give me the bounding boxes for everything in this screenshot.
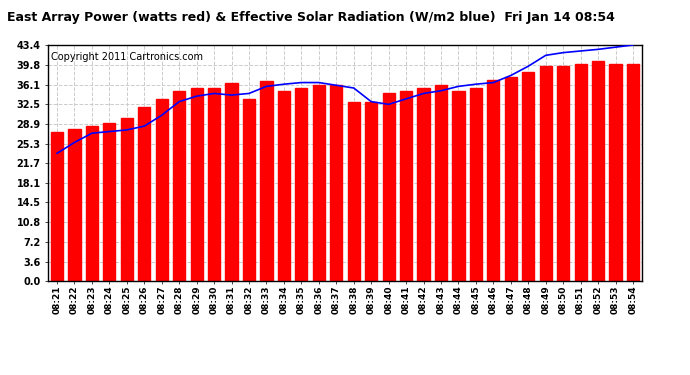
Bar — [400, 91, 412, 281]
Bar — [226, 82, 237, 281]
Bar — [243, 99, 255, 281]
Bar — [348, 102, 360, 281]
Bar — [331, 85, 342, 281]
Bar — [627, 63, 639, 281]
Bar — [313, 85, 325, 281]
Bar — [557, 66, 569, 281]
Bar — [453, 91, 464, 281]
Bar — [592, 61, 604, 281]
Bar — [487, 80, 500, 281]
Bar — [86, 126, 98, 281]
Bar — [260, 81, 273, 281]
Bar — [295, 88, 308, 281]
Bar — [278, 91, 290, 281]
Bar — [208, 88, 220, 281]
Bar — [365, 102, 377, 281]
Text: Copyright 2011 Cartronics.com: Copyright 2011 Cartronics.com — [51, 52, 204, 62]
Bar — [104, 123, 115, 281]
Bar — [173, 91, 186, 281]
Bar — [575, 63, 586, 281]
Bar — [504, 77, 517, 281]
Bar — [417, 88, 430, 281]
Bar — [138, 107, 150, 281]
Bar — [190, 88, 203, 281]
Bar — [435, 85, 447, 281]
Bar — [540, 66, 552, 281]
Bar — [121, 118, 133, 281]
Bar — [68, 129, 81, 281]
Text: East Array Power (watts red) & Effective Solar Radiation (W/m2 blue)  Fri Jan 14: East Array Power (watts red) & Effective… — [7, 11, 615, 24]
Bar — [51, 132, 63, 281]
Bar — [522, 72, 534, 281]
Bar — [609, 63, 622, 281]
Bar — [470, 88, 482, 281]
Bar — [382, 93, 395, 281]
Bar — [156, 99, 168, 281]
